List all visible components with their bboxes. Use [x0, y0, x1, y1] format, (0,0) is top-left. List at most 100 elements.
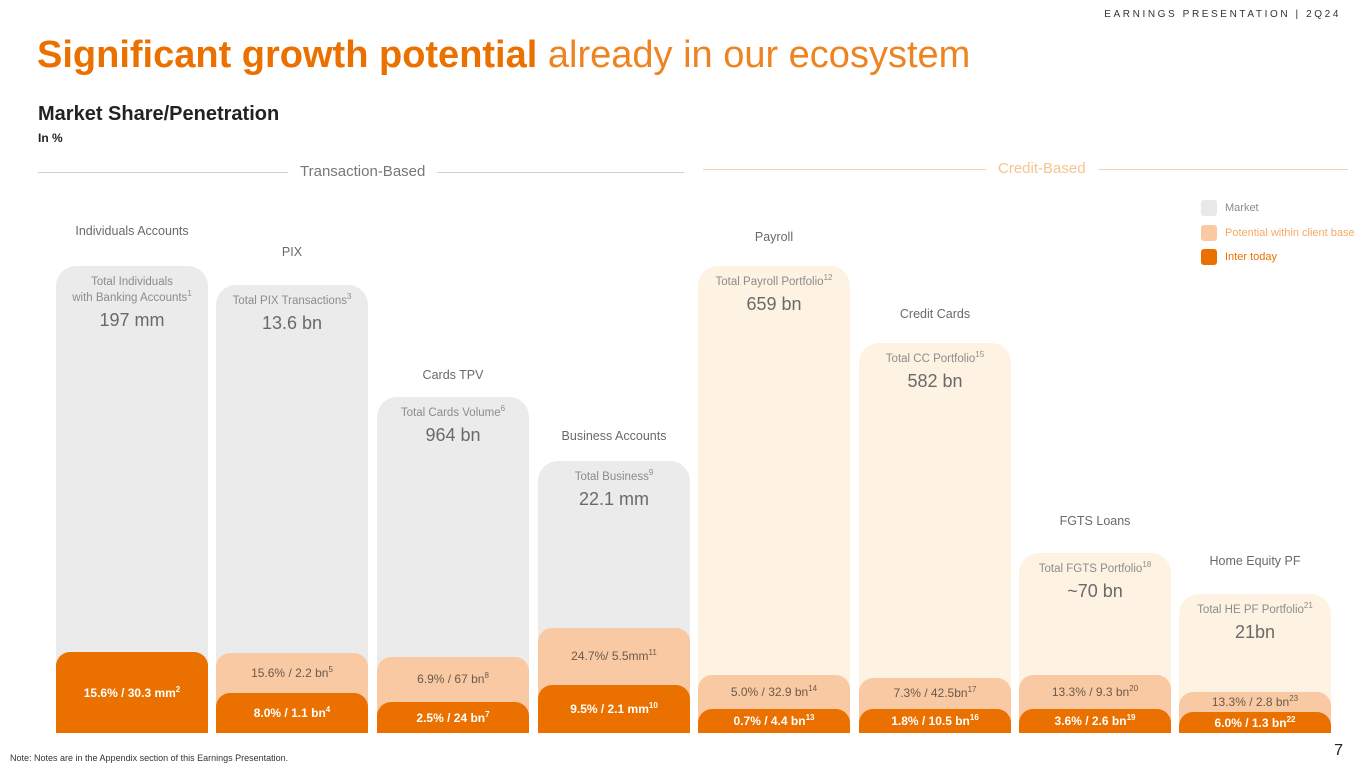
legend-potential-label: Potential within client base [1225, 227, 1355, 239]
legend-inter-label: Inter today [1225, 251, 1277, 263]
category-label-cards-tpv: Cards TPV [422, 368, 484, 382]
legend-inter-swatch [1201, 249, 1217, 265]
potential-label-home-equity-pf: 13.3% / 2.8 bn23 [1211, 694, 1299, 710]
inter-label-credit-cards: 1.8% / 10.5 bn16 [891, 713, 979, 729]
inter-label-cards-tpv: 2.5% / 24 bn7 [416, 709, 490, 725]
footnote-marker: 3 [346, 292, 352, 302]
legend-market-label: Market [1225, 202, 1259, 214]
category-label-pix: PIX [281, 245, 303, 259]
total-value-payroll: 659 bn [746, 294, 802, 314]
total-value-individuals-accounts: 197 mm [99, 310, 165, 330]
total-value-home-equity-pf: 21bn [1234, 622, 1276, 642]
inter-segment-cards-tpv: 2.5% / 24 bn7 [377, 702, 529, 733]
page-title-bold: Significant growth potential [37, 34, 538, 76]
transaction-section-label: Transaction-Based [288, 163, 438, 180]
footnote-marker: 16 [969, 713, 979, 722]
total-label-cards-tpv: Total Cards Volume6 [377, 405, 529, 421]
market-bar-credit-cards [859, 343, 1011, 733]
footnote-marker: 4 [325, 705, 331, 714]
footnote-marker: 9 [648, 468, 654, 478]
footnote-marker: 5 [328, 665, 333, 674]
potential-label-credit-cards: 7.3% / 42.5bn17 [893, 685, 977, 701]
chart-subtitle: Market Share/Penetration [38, 103, 280, 125]
total-label-payroll: Total Payroll Portfolio12 [698, 274, 850, 290]
total-value-business-accounts: 22.1 mm [578, 489, 650, 509]
category-label-business-accounts: Business Accounts [561, 429, 667, 443]
page-title: Significant growth potential already in … [37, 34, 970, 77]
category-label-individuals-accounts: Individuals Accounts [75, 224, 189, 238]
total-label-line: with Banking Accounts1 [72, 289, 192, 304]
total-label-pix: Total PIX Transactions3 [216, 293, 368, 309]
inter-label-payroll: 0.7% / 4.4 bn13 [733, 713, 815, 729]
total-label-line: Total Individuals [91, 276, 173, 288]
footnote-marker: 11 [648, 648, 657, 657]
legend-market: Market [1201, 200, 1259, 216]
inter-segment-payroll: 0.7% / 4.4 bn13 [698, 709, 850, 733]
footnote: Note: Notes are in the Appendix section … [10, 753, 289, 763]
total-value-cards-tpv: 964 bn [425, 425, 481, 445]
footnote-marker: 10 [648, 701, 658, 710]
potential-label-cards-tpv: 6.9% / 67 bn8 [417, 671, 489, 687]
potential-label-fgts-loans: 13.3% / 9.3 bn20 [1051, 684, 1139, 700]
footnote-marker: 1 [187, 289, 192, 299]
inter-segment-home-equity-pf: 6.0% / 1.3 bn22 [1179, 712, 1331, 733]
potential-label-payroll: 5.0% / 32.9 bn14 [730, 684, 818, 700]
footnote-marker: 6 [500, 404, 506, 414]
legend-potential: Potential within client base [1201, 225, 1355, 241]
inter-segment-credit-cards: 1.8% / 10.5 bn16 [859, 709, 1011, 733]
footnote-marker: 12 [823, 273, 833, 283]
inter-label-home-equity-pf: 6.0% / 1.3 bn22 [1214, 714, 1296, 730]
inter-segment-business-accounts: 9.5% / 2.1 mm10 [538, 685, 690, 733]
footnote-marker: 19 [1126, 713, 1136, 722]
inter-label-fgts-loans: 3.6% / 2.6 bn19 [1054, 713, 1136, 729]
total-label-fgts-loans: Total FGTS Portfolio18 [1019, 561, 1171, 577]
total-label-line: Total PIX Transactions3 [232, 292, 352, 307]
footnote-marker: 2 [175, 684, 181, 694]
footnote-marker: 15 [975, 350, 985, 360]
legend-inter: Inter today [1201, 249, 1277, 265]
footnote-marker: 23 [1289, 694, 1299, 703]
total-value-fgts-loans: ~70 bn [1067, 581, 1123, 601]
total-label-individuals-accounts: Total Individuals with Banking Accounts1 [56, 274, 208, 306]
footnote-marker: 14 [808, 684, 818, 693]
legend-potential-swatch [1201, 225, 1217, 241]
potential-label-business-accounts: 24.7%/ 5.5mm11 [571, 648, 657, 664]
footnote-marker: 21 [1303, 601, 1313, 611]
footnote-marker: 7 [485, 709, 490, 719]
footnote-marker: 20 [1129, 684, 1139, 693]
category-label-fgts-loans: FGTS Loans [1059, 514, 1131, 528]
total-label-line: Total HE PF Portfolio21 [1197, 601, 1313, 616]
footnote-marker: 22 [1286, 714, 1296, 724]
category-label-credit-cards: Credit Cards [899, 307, 971, 321]
presentation-tag: EARNINGS PRESENTATION | 2Q24 [1104, 9, 1341, 20]
footnote-marker: 18 [1142, 560, 1152, 570]
inter-segment-individuals-accounts: 15.6% / 30.3 mm2 [56, 652, 208, 733]
chart-unit: In % [38, 131, 63, 145]
footnote-marker: 17 [967, 685, 977, 694]
category-label-payroll: Payroll [754, 230, 794, 244]
inter-label-business-accounts: 9.5% / 2.1 mm10 [570, 701, 658, 717]
total-value-credit-cards: 582 bn [907, 371, 963, 391]
legend-market-swatch [1201, 200, 1217, 216]
page-title-light: already in our ecosystem [547, 34, 971, 76]
potential-label-pix: 15.6% / 2.2 bn5 [251, 665, 333, 681]
total-label-line: Total Cards Volume6 [400, 404, 506, 419]
footnote-marker: 13 [805, 713, 815, 722]
inter-label-individuals-accounts: 15.6% / 30.3 mm2 [83, 684, 181, 700]
page-number: 7 [1334, 742, 1343, 759]
total-label-line: Total Payroll Portfolio12 [715, 273, 833, 288]
inter-label-pix: 8.0% / 1.1 bn4 [253, 705, 331, 721]
credit-section-label: Credit-Based [986, 160, 1098, 177]
total-label-line: Total FGTS Portfolio18 [1038, 560, 1152, 575]
category-label-home-equity-pf: Home Equity PF [1209, 554, 1301, 568]
total-value-pix: 13.6 bn [261, 313, 323, 333]
inter-segment-pix: 8.0% / 1.1 bn4 [216, 693, 368, 733]
inter-segment-fgts-loans: 3.6% / 2.6 bn19 [1019, 709, 1171, 733]
total-label-line: Total CC Portfolio15 [885, 350, 985, 365]
total-label-line: Total Business9 [574, 468, 654, 483]
total-label-home-equity-pf: Total HE PF Portfolio21 [1179, 602, 1331, 618]
total-label-credit-cards: Total CC Portfolio15 [859, 351, 1011, 367]
market-bar-payroll [698, 266, 850, 733]
total-label-business-accounts: Total Business9 [538, 469, 690, 485]
footnote-marker: 8 [484, 671, 489, 680]
